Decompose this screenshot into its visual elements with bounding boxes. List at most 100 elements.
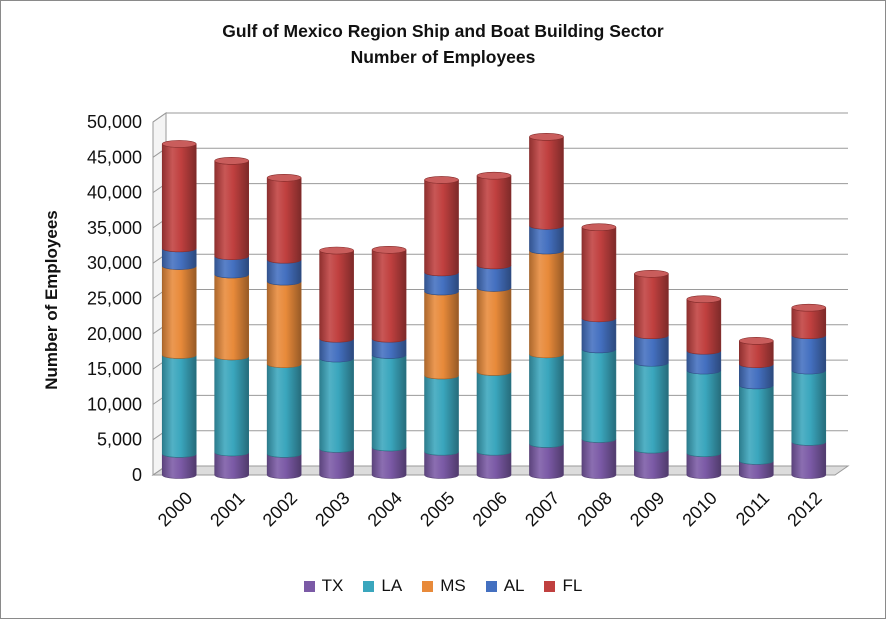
chart-title: Gulf of Mexico Region Ship and Boat Buil… <box>222 21 664 41</box>
bar-segment-la-2002 <box>266 364 302 458</box>
bar-segment-fl-2012 <box>791 307 827 340</box>
bar-segment-la-2008 <box>581 349 617 443</box>
bar-segment-tx-2007 <box>529 443 564 479</box>
x-tick-label: 2009 <box>626 488 668 530</box>
y-tick-label: 25,000 <box>87 289 142 309</box>
legend-swatch <box>422 580 434 592</box>
bar-segment-tx-2010 <box>686 452 722 479</box>
bar-segment-fl-2006 <box>476 175 512 270</box>
y-tick-label: 40,000 <box>87 183 142 203</box>
bar-segment-tx-2001 <box>214 452 249 479</box>
bar-segment-fl-2004 <box>371 249 407 343</box>
chart-legend: TX LA MS AL FL <box>0 576 886 596</box>
bar-segment-tx-2008 <box>581 438 617 479</box>
bar-top-cap-2008 <box>581 223 617 231</box>
x-tick-label: 2008 <box>573 488 615 530</box>
bar-segment-fl-2010 <box>686 299 722 355</box>
bar-segment-fl-2009 <box>634 273 669 340</box>
bar-segment-ms-2000 <box>161 265 197 359</box>
bar-segment-ms-2005 <box>424 291 459 380</box>
bar-segment-al-2009 <box>634 335 669 367</box>
x-tick-label: 2001 <box>206 488 248 530</box>
bar-segment-la-2009 <box>634 362 669 454</box>
x-tick-label: 2005 <box>416 488 458 530</box>
y-tick-label: 15,000 <box>87 359 142 379</box>
bar-segment-la-2007 <box>529 354 564 448</box>
bar-segment-tx-2004 <box>371 447 407 479</box>
bar-segment-la-2006 <box>476 371 512 456</box>
legend-label: AL <box>503 576 525 595</box>
bar-segment-al-2006 <box>476 265 512 292</box>
bar-segment-la-2005 <box>424 375 459 456</box>
bar-segment-fl-2007 <box>529 136 564 230</box>
bar-top-cap-2006 <box>476 171 512 180</box>
y-tick-label: 10,000 <box>87 394 142 414</box>
y-tick-label: 5,000 <box>97 430 142 450</box>
x-tick-label: 2012 <box>783 488 825 530</box>
x-tick-label: 2003 <box>311 488 353 530</box>
legend-item-la: LA <box>363 576 402 596</box>
bar-top-cap-2003 <box>319 246 354 255</box>
legend-item-tx: TX <box>303 576 344 596</box>
bar-top-cap-2002 <box>266 173 302 182</box>
bar-top-cap-2005 <box>424 176 459 184</box>
x-tick-label: 2006 <box>469 488 511 530</box>
bar-top-cap-2009 <box>634 269 669 278</box>
bar-segment-fl-2003 <box>319 250 354 343</box>
legend-swatch <box>303 580 315 592</box>
bar-segment-tx-2003 <box>319 448 354 479</box>
bar-top-cap-2012 <box>791 303 827 312</box>
x-tick-label: 2000 <box>154 488 196 530</box>
x-tick-label: 2010 <box>678 488 720 530</box>
legend-label: TX <box>321 576 344 595</box>
bar-segment-la-2001 <box>214 356 249 457</box>
bar-segment-al-2008 <box>581 318 617 354</box>
x-tick-label: 2002 <box>259 488 301 530</box>
bar-segment-ms-2006 <box>476 287 512 376</box>
bar-segment-ms-2007 <box>529 250 564 359</box>
bar-segment-la-2004 <box>371 354 407 452</box>
y-tick-label: 30,000 <box>87 253 142 273</box>
bar-segment-tx-2006 <box>476 451 512 479</box>
bar-segment-fl-2008 <box>581 227 617 323</box>
bar-segment-la-2012 <box>791 370 827 446</box>
x-tick-label: 2007 <box>521 488 563 530</box>
legend-item-fl: FL <box>544 576 582 596</box>
bar-top-cap-2010 <box>686 295 722 304</box>
bar-segment-al-2002 <box>266 259 302 286</box>
y-tick-label: 45,000 <box>87 147 142 167</box>
bar-segment-tx-2012 <box>791 441 827 479</box>
bar-segment-ms-2001 <box>214 274 249 361</box>
bar-segment-fl-2005 <box>424 179 459 277</box>
bar-segment-fl-2000 <box>161 143 197 253</box>
legend-label: LA <box>381 576 403 595</box>
y-tick-label: 20,000 <box>87 324 142 344</box>
gridline-depth <box>152 112 167 123</box>
bar-top-cap-2000 <box>161 140 197 148</box>
bar-top-cap-2004 <box>371 245 407 254</box>
chart-title-block: Gulf of Mexico Region Ship and Boat Buil… <box>0 18 886 70</box>
bar-top-cap-2011 <box>739 337 774 345</box>
bar-segment-tx-2009 <box>634 449 669 479</box>
bar-segment-fl-2001 <box>214 160 249 260</box>
x-tick-label: 2004 <box>364 488 406 530</box>
bar-segment-ms-2002 <box>266 281 302 368</box>
x-tick-label: 2011 <box>732 488 774 530</box>
y-tick-label: 50,000 <box>87 112 142 132</box>
legend-swatch <box>485 580 497 592</box>
legend-label: FL <box>562 576 583 595</box>
legend-swatch <box>544 580 556 592</box>
bar-segment-la-2003 <box>319 358 354 453</box>
legend-item-ms: MS <box>422 576 466 596</box>
legend-label: MS <box>440 576 466 595</box>
bar-segment-al-2012 <box>791 335 827 375</box>
bar-segment-al-2007 <box>529 225 564 255</box>
chart-subtitle: Number of Employees <box>350 47 536 67</box>
legend-swatch <box>363 580 375 592</box>
bar-top-cap-2007 <box>529 133 564 141</box>
bar-segment-tx-2005 <box>424 451 459 479</box>
y-tick-label: 0 <box>132 465 142 485</box>
y-tick-label: 35,000 <box>87 218 142 238</box>
legend-item-al: AL <box>485 576 525 596</box>
